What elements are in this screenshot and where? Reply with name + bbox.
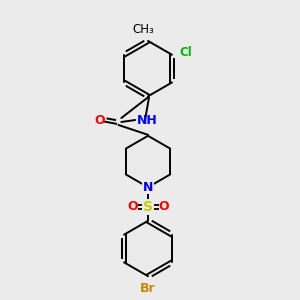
Text: Br: Br <box>140 282 156 295</box>
Text: NH: NH <box>137 113 158 127</box>
Text: O: O <box>158 200 169 214</box>
Text: N: N <box>143 181 153 194</box>
Text: CH₃: CH₃ <box>132 23 154 36</box>
Text: S: S <box>143 200 153 214</box>
Text: Cl: Cl <box>179 46 192 59</box>
Text: O: O <box>127 200 137 214</box>
Text: O: O <box>94 113 105 127</box>
